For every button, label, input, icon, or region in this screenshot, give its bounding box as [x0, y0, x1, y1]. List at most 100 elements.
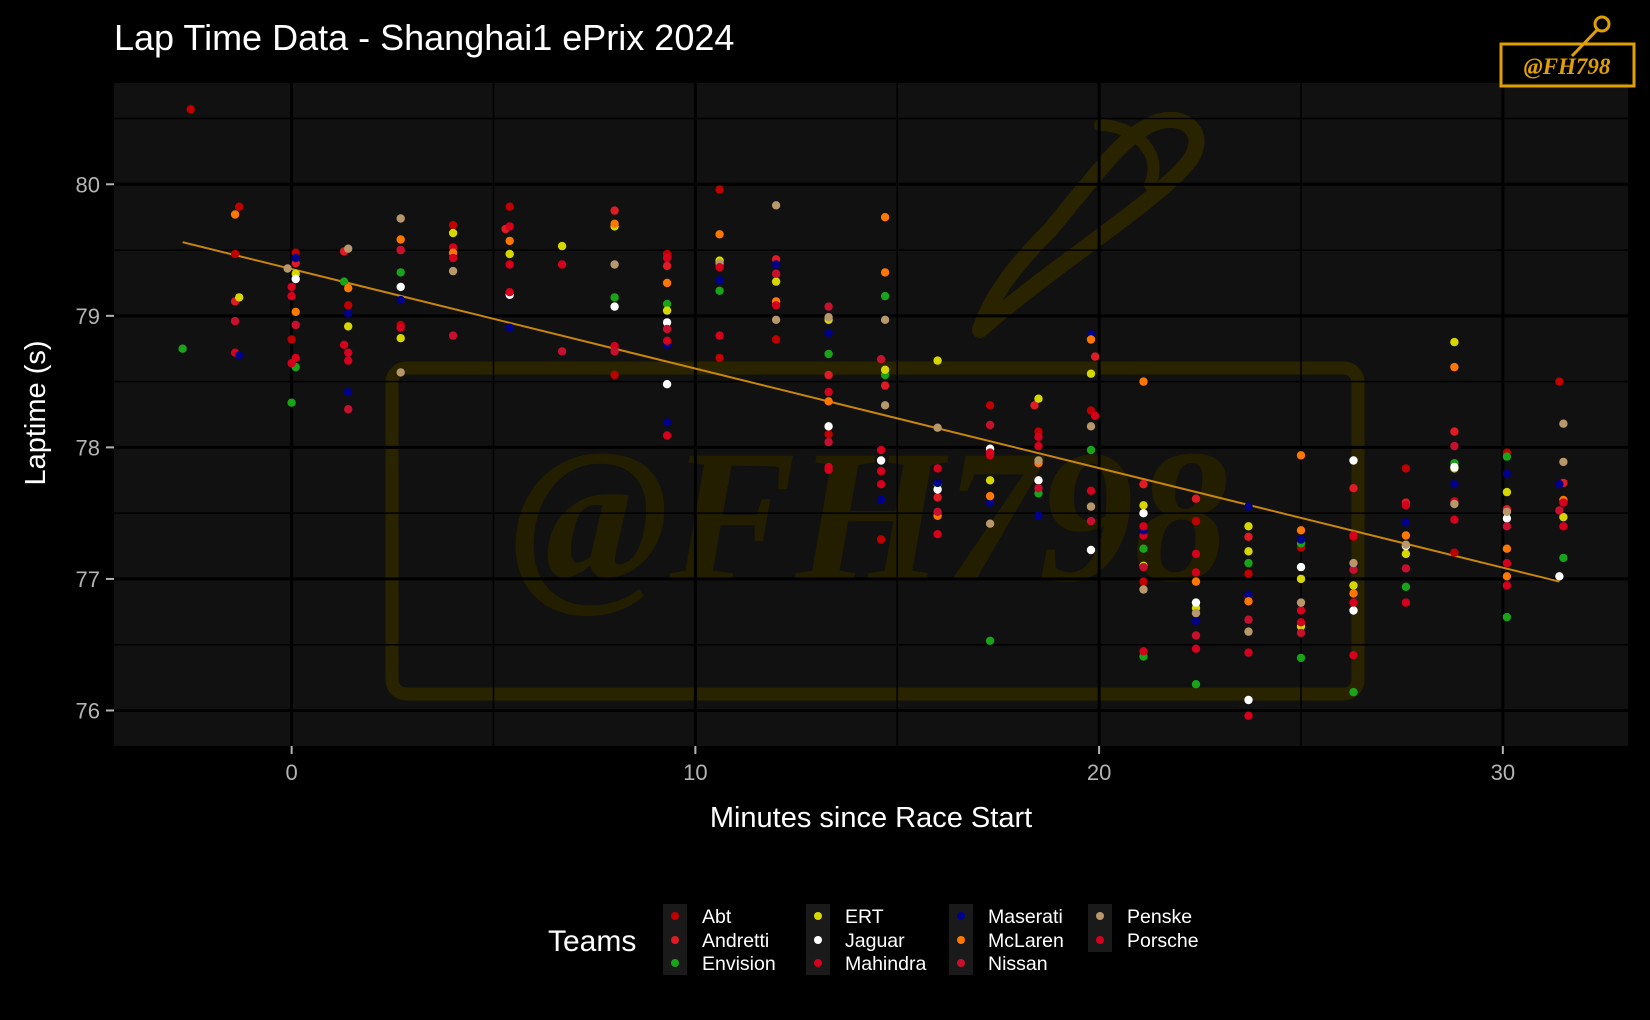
- point-nissan: [985, 420, 995, 430]
- plot-panel: [114, 83, 1628, 746]
- point-nissan: [291, 320, 300, 330]
- point-porsche: [1401, 501, 1411, 510]
- point-mahindra: [1349, 651, 1358, 660]
- y-tick-label: 80: [76, 172, 100, 197]
- legend-swatch-jaguar: [814, 936, 822, 944]
- point-maserati: [662, 418, 672, 427]
- point-porsche: [1502, 581, 1512, 590]
- point-porsche: [1086, 486, 1096, 495]
- point-porsche: [824, 465, 833, 474]
- point-mclaren: [505, 236, 514, 246]
- point-abt: [186, 105, 195, 114]
- point-abt: [715, 353, 724, 363]
- point-mclaren: [610, 219, 619, 228]
- point-penske: [933, 423, 942, 432]
- point-penske: [283, 264, 292, 273]
- point-mclaren: [715, 230, 724, 239]
- point-jaguar: [1450, 462, 1459, 472]
- point-ert: [344, 322, 353, 331]
- point-penske: [396, 368, 405, 377]
- point-mclaren: [985, 491, 995, 501]
- legend-swatch-nissan: [957, 959, 965, 967]
- point-mclaren: [1349, 589, 1358, 598]
- point-mclaren: [662, 278, 672, 288]
- logo-text: @FH798: [1524, 54, 1611, 79]
- point-mclaren: [1191, 577, 1201, 586]
- legend-swatch-porsche: [1096, 936, 1104, 944]
- point-envision: [662, 299, 672, 309]
- point-mahindra: [876, 445, 886, 455]
- point-mclaren: [1086, 335, 1096, 344]
- point-mahindra: [1502, 558, 1512, 568]
- point-porsche: [505, 222, 514, 231]
- point-penske: [344, 244, 353, 253]
- point-porsche: [1139, 522, 1148, 531]
- point-ert: [1502, 487, 1512, 497]
- point-mahindra: [1349, 598, 1358, 607]
- point-jaguar: [1349, 606, 1358, 615]
- point-maserati: [396, 295, 405, 305]
- point-penske: [824, 313, 833, 322]
- point-jaguar: [291, 274, 300, 284]
- point-ert: [1244, 547, 1253, 556]
- point-penske: [1244, 627, 1253, 636]
- point-andretti: [1244, 532, 1253, 541]
- point-mahindra: [344, 356, 353, 365]
- point-porsche: [876, 466, 886, 476]
- legend-label-andretti: Andretti: [702, 930, 769, 952]
- point-porsche: [1191, 568, 1201, 577]
- point-andretti: [1450, 427, 1459, 436]
- point-envision: [178, 344, 187, 353]
- point-porsche: [448, 253, 458, 263]
- point-mclaren: [1502, 572, 1512, 581]
- legend-label-jaguar: Jaguar: [845, 930, 905, 952]
- point-mahindra: [339, 340, 349, 349]
- point-jaguar: [1502, 514, 1512, 523]
- point-ert: [1086, 369, 1096, 378]
- point-andretti: [1191, 494, 1201, 503]
- point-maserati: [1401, 518, 1411, 527]
- x-tick-label: 30: [1491, 760, 1515, 785]
- point-abt: [771, 335, 781, 344]
- legend-label-ert: ERT: [845, 906, 884, 928]
- point-andretti: [824, 370, 833, 380]
- point-envision: [287, 398, 296, 407]
- point-maserati: [344, 309, 353, 318]
- grid: [114, 83, 1628, 746]
- point-mahindra: [396, 323, 405, 332]
- point-mahindra: [557, 260, 567, 269]
- point-nissan: [824, 437, 833, 447]
- point-mahindra: [505, 260, 514, 269]
- point-abt: [287, 335, 296, 344]
- legend-title: Teams: [548, 925, 636, 958]
- point-maserati: [1450, 480, 1459, 489]
- point-penske: [1502, 507, 1512, 516]
- legend-label-penske: Penske: [1127, 906, 1192, 928]
- point-porsche: [1034, 441, 1043, 451]
- point-envision: [1502, 452, 1512, 461]
- point-envision: [1244, 558, 1253, 568]
- point-jaguar: [1034, 476, 1043, 485]
- point-ert: [1139, 501, 1148, 510]
- x-tick-label: 10: [683, 760, 707, 785]
- point-nissan: [1450, 441, 1459, 451]
- point-jaguar: [1139, 509, 1148, 518]
- legend-swatch-penske: [1096, 912, 1104, 920]
- point-ert: [1401, 549, 1411, 559]
- point-envision: [824, 349, 833, 359]
- point-mclaren: [396, 235, 405, 244]
- point-abt: [985, 401, 995, 410]
- point-mahindra: [1191, 549, 1201, 559]
- y-tick-label: 79: [76, 304, 100, 329]
- point-envision: [1401, 582, 1411, 591]
- point-penske: [1349, 558, 1358, 568]
- point-abt: [235, 202, 244, 211]
- legend-label-porsche: Porsche: [1127, 930, 1199, 952]
- point-mahindra: [662, 431, 672, 440]
- point-mahindra: [1244, 648, 1253, 657]
- point-jaguar: [1555, 572, 1564, 581]
- point-maserati: [505, 323, 514, 332]
- point-maserati: [1244, 590, 1253, 599]
- point-penske: [1086, 502, 1096, 511]
